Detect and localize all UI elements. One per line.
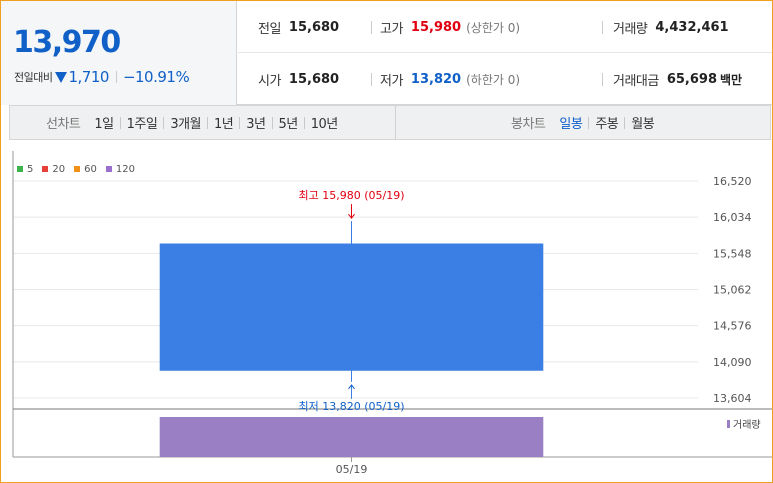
low-annotation: 최저 13,820 (05/19) bbox=[298, 400, 404, 413]
period-10y[interactable]: 10년 bbox=[310, 117, 339, 132]
change-rate: −10.91% bbox=[122, 68, 190, 86]
line-chart-title: 선차트 bbox=[46, 117, 81, 132]
high-arrow-head-icon bbox=[348, 213, 355, 220]
divider bbox=[624, 116, 626, 129]
y-tick-label: 14,576 bbox=[713, 320, 752, 333]
open-label: 시가 bbox=[258, 73, 281, 89]
period-1d[interactable]: 1일 bbox=[94, 117, 114, 132]
moving-average-legend: 5 20 60 120 bbox=[17, 163, 144, 175]
candle-chart-title: 봉차트 bbox=[511, 117, 546, 132]
divider bbox=[371, 21, 372, 34]
prev-close-label: 전일 bbox=[258, 21, 281, 37]
period-5y[interactable]: 5년 bbox=[278, 117, 299, 132]
period-3m[interactable]: 3개월 bbox=[170, 117, 202, 132]
toolbar-divider bbox=[395, 106, 396, 139]
legend-item-ma5: 5 bbox=[17, 164, 33, 175]
legend-item-ma60: 60 bbox=[74, 164, 97, 175]
change-row: 전일대비 1,710 −10.91% bbox=[14, 67, 190, 87]
candle-weekly[interactable]: 주봉 bbox=[595, 117, 619, 132]
y-tick-label: 16,520 bbox=[713, 175, 752, 188]
period-toolbar: 선차트 1일 1주일 3개월 1년 3년 5년 10년 봉차트 일봉 주봉 월봉 bbox=[9, 105, 771, 140]
legend-swatch bbox=[42, 166, 49, 172]
current-price: 13,970 bbox=[13, 25, 121, 60]
divider bbox=[271, 116, 273, 129]
y-tick-label: 15,062 bbox=[713, 284, 752, 297]
period-1w[interactable]: 1주일 bbox=[126, 117, 158, 132]
high-label: 고가 bbox=[380, 21, 403, 37]
candle-monthly[interactable]: 월봉 bbox=[631, 117, 655, 132]
upper-limit-count: (상한가 0) bbox=[466, 20, 521, 35]
high-annotation: 최고 15,980 (05/19) bbox=[298, 189, 404, 202]
period-3y[interactable]: 3년 bbox=[246, 117, 266, 132]
y-tick-label: 14,090 bbox=[713, 356, 752, 369]
quote-panel: 13,970 전일대비 1,710 −10.91% 전일 15,680 고가 1… bbox=[1, 1, 772, 105]
y-tick-label: 13,604 bbox=[713, 392, 752, 405]
volume-legend-swatch bbox=[727, 420, 730, 428]
lower-limit-count: (하한가 0) bbox=[466, 72, 521, 87]
divider bbox=[371, 73, 372, 86]
low-value: 13,820 bbox=[410, 71, 462, 87]
trade-value-label: 거래대금 bbox=[613, 73, 659, 89]
change-label: 전일대비 bbox=[14, 71, 53, 84]
volume-value: 4,432,461 bbox=[655, 19, 729, 35]
legend-swatch bbox=[74, 166, 81, 172]
legend-swatch bbox=[17, 166, 23, 172]
price-box: 13,970 전일대비 1,710 −10.91% bbox=[1, 1, 237, 105]
legend-label: 5 bbox=[27, 163, 34, 175]
divider bbox=[115, 71, 117, 83]
low-arrow-head-icon bbox=[348, 384, 355, 390]
line-chart-periods: 선차트 1일 1주일 3개월 1년 3년 5년 10년 bbox=[46, 106, 338, 139]
legend-swatch bbox=[105, 166, 112, 172]
x-tick-label: 05/19 bbox=[336, 463, 368, 476]
divider bbox=[239, 116, 241, 129]
candle-body bbox=[159, 243, 544, 371]
divider bbox=[588, 116, 590, 129]
legend-label: 60 bbox=[84, 163, 97, 175]
period-1y[interactable]: 1년 bbox=[214, 117, 234, 132]
divider bbox=[163, 116, 165, 129]
volume-label: 거래량 bbox=[613, 21, 648, 37]
trade-value-unit: 백만 bbox=[720, 72, 743, 87]
divider bbox=[303, 116, 305, 129]
high-value: 15,980 bbox=[410, 19, 462, 35]
legend-item-ma20: 20 bbox=[42, 164, 65, 175]
legend-label: 20 bbox=[52, 163, 66, 175]
volume-legend-label: 거래량 bbox=[733, 419, 761, 431]
prev-close-value: 15,680 bbox=[288, 19, 340, 35]
divider bbox=[207, 116, 209, 129]
low-label: 저가 bbox=[380, 73, 403, 89]
legend-item-ma120: 120 bbox=[105, 163, 135, 175]
quote-row-2: 시가 15,680 저가 13,820 (하한가 0) 거래대금 65,698 … bbox=[238, 53, 772, 105]
candle-daily[interactable]: 일봉 bbox=[559, 117, 583, 132]
divider bbox=[602, 73, 603, 86]
divider bbox=[602, 21, 603, 34]
change-value: 1,710 bbox=[68, 68, 109, 86]
low-cell: 저가 13,820 (하한가 0) bbox=[380, 53, 520, 105]
open-cell: 시가 15,680 bbox=[258, 53, 339, 105]
legend-label: 120 bbox=[115, 163, 135, 175]
quote-row-1: 전일 15,680 고가 15,980 (상한가 0) 거래량 4,432,46… bbox=[238, 1, 772, 53]
down-arrow-icon bbox=[55, 71, 68, 83]
trade-value-cell: 거래대금 65,698 백만 bbox=[613, 53, 742, 105]
prev-close-cell: 전일 15,680 bbox=[258, 1, 339, 53]
trade-value-value: 65,698 bbox=[666, 71, 718, 87]
divider bbox=[119, 116, 121, 129]
y-tick-label: 16,034 bbox=[713, 211, 752, 224]
volume-cell: 거래량 4,432,461 bbox=[613, 1, 729, 53]
candle-chart-periods: 봉차트 일봉 주봉 월봉 bbox=[511, 106, 655, 139]
y-tick-label: 15,548 bbox=[713, 247, 752, 260]
high-cell: 고가 15,980 (상한가 0) bbox=[380, 1, 520, 53]
volume-bar bbox=[159, 417, 544, 457]
open-value: 15,680 bbox=[288, 71, 340, 87]
